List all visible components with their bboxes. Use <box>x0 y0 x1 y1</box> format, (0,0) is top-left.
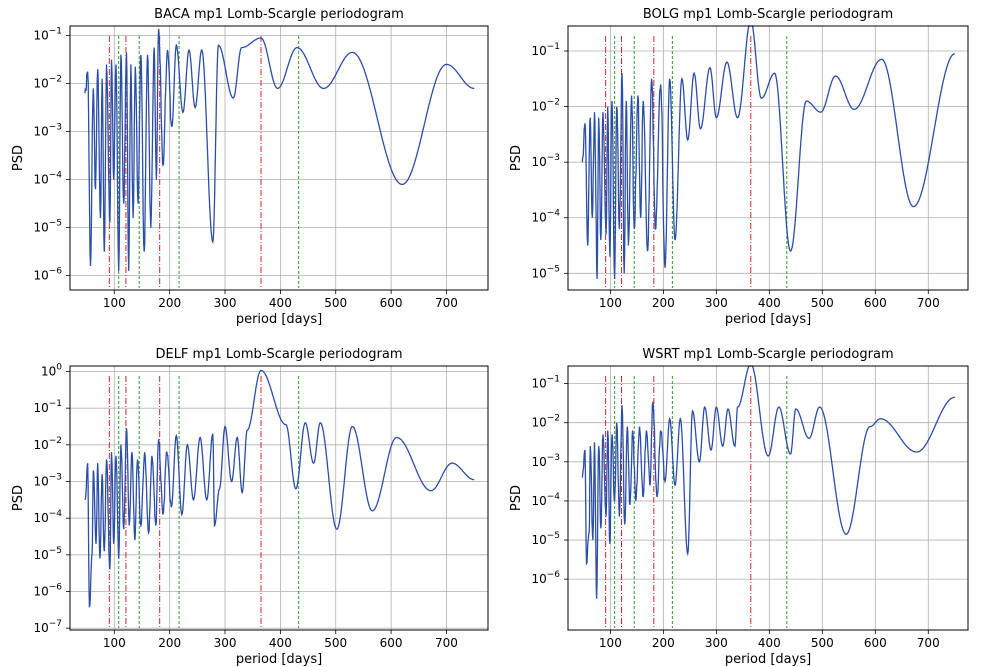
y-tick-label: 10−1 <box>33 27 62 43</box>
x-tick-label: 400 <box>758 296 781 310</box>
x-tick-label: 100 <box>103 636 126 650</box>
x-tick-label: 500 <box>811 296 834 310</box>
plot-frame <box>69 25 489 291</box>
y-tick-label: 100 <box>41 363 62 379</box>
y-tick-label: 10−4 <box>33 171 62 187</box>
y-tick-label: 10−5 <box>33 219 62 235</box>
y-tick-label: 10−6 <box>33 583 62 599</box>
y-tick-label: 10−3 <box>531 153 560 169</box>
y-tick-label: 10−3 <box>33 123 62 139</box>
y-axis-label: PSD <box>11 485 26 511</box>
y-tick-label: 10−1 <box>531 42 560 58</box>
y-tick-label: 10−5 <box>531 531 560 547</box>
y-tick-label: 10−2 <box>531 98 560 114</box>
x-tick-label: 500 <box>324 296 347 310</box>
y-tick-label: 10−6 <box>531 570 560 586</box>
x-tick-label: 100 <box>599 296 622 310</box>
x-tick-label: 300 <box>214 296 237 310</box>
x-tick-label: 400 <box>269 636 292 650</box>
panel-2: 100 200 300 400 500 600 700 10−5 10−4 10−3 10−2 10−… <box>509 7 969 327</box>
y-tick-label: 10−5 <box>531 264 560 280</box>
chart-title: WSRT mp1 Lomb-Scargle periodogram <box>642 347 893 362</box>
panel-1: 100 200 300 400 500 600 700 10−6 10−5 10−4 10−3 10−… <box>11 7 489 327</box>
x-tick-label: 700 <box>917 636 940 650</box>
x-tick-label: 600 <box>380 636 403 650</box>
x-tick-label: 500 <box>324 636 347 650</box>
psd-series-line <box>84 28 475 271</box>
chart-title: DELF mp1 Lomb-Scargle periodogram <box>155 347 402 362</box>
y-tick-label: 10−4 <box>531 492 560 508</box>
x-tick-label: 700 <box>435 636 458 650</box>
chart-title: BACA mp1 Lomb-Scargle periodogram <box>154 7 404 22</box>
y-tick-label: 10−4 <box>33 509 62 525</box>
x-tick-label: 700 <box>917 296 940 310</box>
x-tick-label: 500 <box>811 636 834 650</box>
plot-frame <box>69 365 489 631</box>
x-axis-label: period [days] <box>725 652 811 667</box>
x-tick-label: 400 <box>269 296 292 310</box>
y-axis-label: PSD <box>509 485 524 511</box>
x-axis-label: period [days] <box>236 652 322 667</box>
y-axis-label: PSD <box>11 145 26 171</box>
x-tick-label: 200 <box>652 636 675 650</box>
y-tick-label: 10−3 <box>33 473 62 489</box>
y-tick-label: 10−7 <box>33 619 62 635</box>
x-tick-label: 600 <box>380 296 403 310</box>
plot-frame <box>567 365 969 631</box>
x-tick-label: 200 <box>158 296 181 310</box>
y-tick-label: 10−3 <box>531 453 560 469</box>
chart-title: BOLG mp1 Lomb-Scargle periodogram <box>643 7 893 22</box>
panel-3: 100 200 300 400 500 600 700 10−7 10−6 10−5 10−4 10−… <box>11 347 489 667</box>
x-axis-label: period [days] <box>236 312 322 327</box>
x-axis-label: period [days] <box>725 312 811 327</box>
y-tick-label: 10−4 <box>531 209 560 225</box>
y-tick-label: 10−1 <box>33 399 62 415</box>
x-tick-label: 300 <box>214 636 237 650</box>
x-tick-label: 100 <box>103 296 126 310</box>
y-tick-label: 10−1 <box>531 375 560 391</box>
x-tick-label: 600 <box>864 296 887 310</box>
x-tick-label: 300 <box>705 296 728 310</box>
x-tick-label: 200 <box>158 636 181 650</box>
y-tick-label: 10−2 <box>33 436 62 452</box>
x-tick-label: 600 <box>864 636 887 650</box>
y-tick-label: 10−2 <box>33 75 62 91</box>
y-tick-label: 10−5 <box>33 546 62 562</box>
y-tick-label: 10−6 <box>33 267 62 283</box>
psd-series-line <box>581 365 955 599</box>
y-tick-label: 10−2 <box>531 414 560 430</box>
x-tick-label: 400 <box>758 636 781 650</box>
panel-4: 100 200 300 400 500 600 700 10−6 10−5 10−4 10−3 10−… <box>509 347 969 667</box>
psd-series-line <box>581 25 955 279</box>
x-tick-label: 100 <box>599 636 622 650</box>
plot-frame <box>567 25 969 291</box>
x-tick-label: 700 <box>435 296 458 310</box>
y-axis-label: PSD <box>509 145 524 171</box>
x-tick-label: 300 <box>705 636 728 650</box>
x-tick-label: 200 <box>652 296 675 310</box>
psd-series-line <box>84 369 475 609</box>
